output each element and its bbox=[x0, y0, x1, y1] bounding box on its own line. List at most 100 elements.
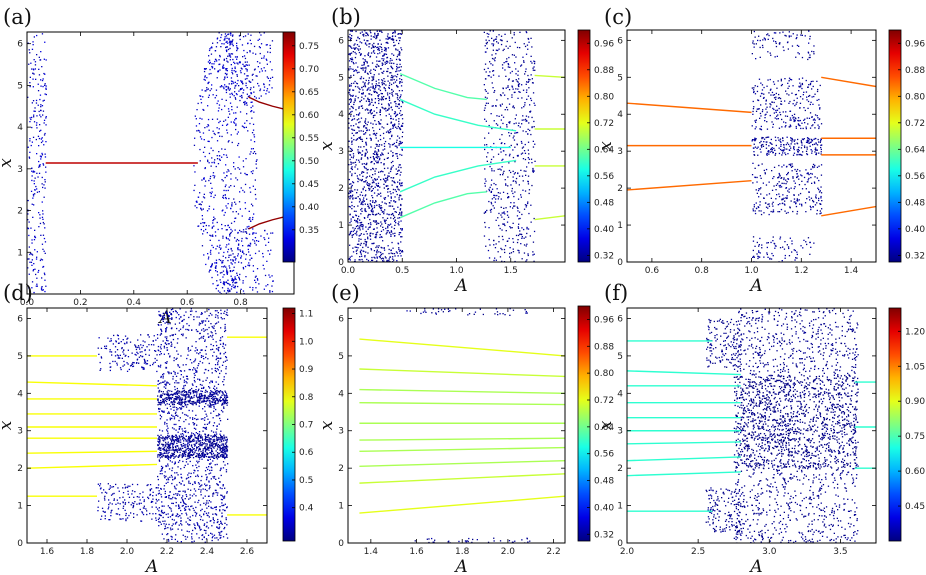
scatter-point bbox=[218, 239, 220, 242]
scatter-point bbox=[809, 145, 811, 147]
scatter-point bbox=[378, 245, 380, 247]
scatter-point bbox=[179, 308, 181, 310]
scatter-point bbox=[370, 186, 372, 188]
scatter-point bbox=[249, 81, 251, 83]
scatter-point bbox=[397, 33, 399, 35]
scatter-point bbox=[791, 165, 794, 167]
scatter-point bbox=[225, 184, 227, 186]
scatter-point bbox=[378, 122, 380, 124]
scatter-point bbox=[209, 89, 211, 92]
scatter-point bbox=[228, 83, 230, 85]
scatter-point bbox=[370, 109, 372, 111]
scatter-point bbox=[350, 58, 353, 61]
scatter-point bbox=[772, 123, 774, 125]
scatter-point bbox=[390, 106, 393, 108]
scatter-point bbox=[520, 233, 522, 235]
scatter-point bbox=[248, 262, 250, 264]
scatter-point bbox=[227, 291, 229, 293]
scatter-point bbox=[245, 231, 247, 233]
scatter-point bbox=[791, 114, 793, 117]
scatter-point bbox=[359, 222, 361, 224]
scatter-point bbox=[373, 74, 375, 76]
scatter-point bbox=[764, 172, 766, 174]
scatter-point bbox=[372, 87, 374, 89]
scatter-point bbox=[394, 211, 396, 213]
scatter-point bbox=[361, 207, 363, 210]
scatter-point bbox=[254, 179, 256, 181]
scatter-point bbox=[250, 151, 252, 153]
scatter-point bbox=[803, 107, 805, 109]
scatter-point bbox=[496, 194, 498, 197]
scatter-point bbox=[234, 259, 237, 261]
scatter-point bbox=[789, 207, 791, 209]
scatter-point bbox=[220, 46, 222, 48]
scatter-point bbox=[530, 55, 532, 57]
scatter-point bbox=[394, 235, 396, 237]
scatter-point bbox=[203, 523, 206, 525]
scatter-point bbox=[755, 138, 757, 140]
scatter-point bbox=[177, 408, 179, 410]
scatter-point bbox=[220, 247, 222, 249]
scatter-point bbox=[228, 186, 230, 188]
scatter-point bbox=[364, 120, 366, 122]
scatter-point bbox=[259, 47, 261, 49]
scatter-point bbox=[515, 56, 517, 58]
scatter-point bbox=[770, 258, 773, 260]
scatter-point bbox=[525, 245, 527, 247]
scatter-point bbox=[355, 232, 358, 234]
scatter-point bbox=[517, 227, 520, 229]
scatter-point bbox=[510, 171, 512, 174]
scatter-point bbox=[752, 236, 755, 238]
scatter-point bbox=[241, 237, 243, 240]
scatter-point bbox=[391, 59, 393, 61]
scatter-point bbox=[193, 165, 195, 167]
scatter-point bbox=[812, 144, 814, 146]
scatter-point bbox=[808, 42, 810, 44]
scatter-point bbox=[41, 105, 44, 107]
scatter-point bbox=[214, 133, 216, 136]
scatter-point bbox=[361, 154, 363, 156]
scatter-point bbox=[501, 166, 503, 168]
scatter-cloud bbox=[751, 136, 823, 156]
scatter-point bbox=[393, 101, 396, 103]
scatter-point bbox=[499, 138, 501, 140]
scatter-point bbox=[393, 200, 395, 202]
scatter-point bbox=[194, 391, 196, 394]
scatter-point bbox=[226, 273, 228, 275]
scatter-point bbox=[351, 149, 353, 152]
scatter-point bbox=[764, 114, 766, 116]
scatter-point bbox=[518, 184, 520, 186]
scatter-point bbox=[782, 198, 784, 201]
scatter-point bbox=[355, 30, 357, 33]
scatter-point bbox=[389, 138, 391, 140]
scatter-point bbox=[524, 204, 527, 206]
scatter-point bbox=[269, 276, 271, 278]
scatter-point bbox=[393, 208, 395, 210]
scatter-point bbox=[182, 434, 185, 436]
scatter-point bbox=[390, 167, 392, 169]
scatter-point bbox=[261, 70, 263, 72]
scatter-point bbox=[492, 156, 495, 158]
scatter-point bbox=[391, 226, 393, 228]
scatter-point bbox=[805, 241, 807, 243]
scatter-point bbox=[789, 206, 791, 208]
scatter-point bbox=[372, 179, 374, 181]
scatter-point bbox=[791, 240, 793, 242]
plot-area bbox=[27, 308, 267, 543]
scatter-point bbox=[512, 222, 514, 224]
scatter-point bbox=[359, 88, 361, 91]
scatter-point bbox=[40, 155, 42, 158]
scatter-point bbox=[383, 54, 385, 56]
scatter-point bbox=[372, 167, 374, 170]
scatter-point bbox=[792, 210, 794, 213]
scatter-point bbox=[381, 98, 383, 100]
scatter-point bbox=[766, 121, 768, 123]
scatter-point bbox=[212, 42, 214, 44]
scatter-point bbox=[751, 53, 753, 55]
scatter-point bbox=[257, 66, 259, 68]
scatter-point bbox=[485, 245, 487, 247]
scatter-point bbox=[495, 105, 497, 107]
scatter-point bbox=[766, 242, 768, 244]
scatter-point bbox=[204, 339, 206, 341]
scatter-point bbox=[167, 353, 170, 355]
